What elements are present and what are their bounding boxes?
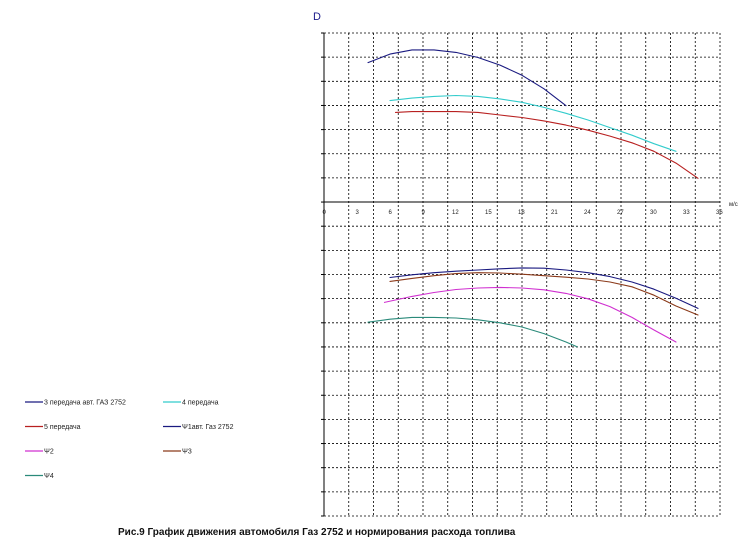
x-tick-label: 12	[452, 210, 459, 216]
legend-label: Ψ3	[182, 449, 192, 456]
legend-label: 3 передача авт. ГАЗ 2752	[44, 400, 126, 407]
lower-series-line-2	[389, 272, 699, 316]
chart-series	[367, 49, 699, 348]
legend-label: Ψ2	[44, 449, 54, 456]
x-tick-label: 6	[389, 210, 393, 216]
lower-series-line-3	[367, 316, 578, 348]
lower-series-line-0	[389, 267, 699, 309]
legend-label: 4 передача	[182, 400, 219, 407]
x-tick-label: 15	[485, 210, 492, 216]
legend-label: 5 передача	[44, 424, 81, 431]
chart-legend: 3 передача авт. ГАЗ 2752 4 передача 5 пере…	[25, 400, 234, 480]
x-tick-label: 33	[683, 210, 690, 216]
x-tick-label: 3	[356, 210, 360, 216]
legend-label: Ψ1авт. Газ 2752	[182, 424, 234, 431]
upper-series-line-2	[394, 111, 699, 179]
figure-caption: Рис.9 График движения автомобиля Газ 275…	[118, 526, 516, 538]
upper-series-line-1	[389, 94, 677, 152]
legend-label: Ψ4	[44, 473, 54, 480]
lower-series-line-1	[383, 286, 677, 343]
upper-series-line-0	[367, 49, 567, 107]
x-tick-label: 36	[716, 210, 723, 216]
x-tick-label: 0	[323, 210, 327, 216]
x-tick-label: 24	[584, 210, 591, 216]
x-axis-unit-label: м/с	[729, 202, 738, 208]
x-tick-label: 21	[551, 210, 558, 216]
x-tick-label: 9	[422, 210, 426, 216]
x-axis: 0 3 6 9 12 15 18 21 24 27 30 33 36	[321, 32, 723, 517]
chart-grid	[323, 32, 721, 517]
y-axis-label: D	[313, 11, 321, 23]
x-tick-label: 30	[650, 210, 657, 216]
x-tick-label: 18	[518, 210, 525, 216]
x-tick-label: 27	[617, 210, 624, 216]
